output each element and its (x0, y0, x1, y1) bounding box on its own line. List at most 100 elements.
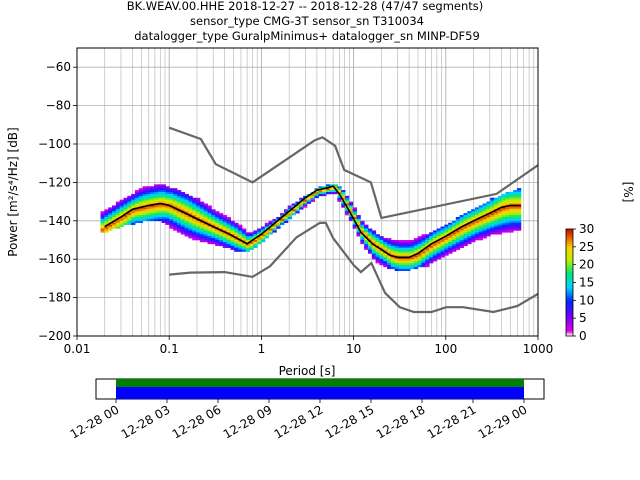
heatmap-cell (494, 222, 499, 225)
heatmap-cell (222, 232, 228, 235)
heatmap-cell (253, 232, 258, 235)
heatmap-cell (486, 220, 491, 224)
heatmap-cell (455, 224, 461, 227)
heatmap-cell (383, 263, 388, 266)
heatmap-cell (417, 245, 422, 248)
heatmap-cell (455, 234, 461, 237)
heatmap-cell (516, 216, 522, 220)
heatmap-cell (173, 215, 178, 218)
heatmap-cell (421, 236, 426, 239)
heatmap-cell (455, 245, 461, 248)
heatmap-cell (138, 207, 144, 210)
heatmap-cell (486, 216, 491, 220)
heatmap-cell (134, 192, 140, 195)
heatmap-cell (184, 195, 189, 199)
heatmap-cell (463, 230, 468, 233)
heatmap-cell (180, 203, 186, 206)
heatmap-cell (180, 226, 186, 229)
heatmap-cell (104, 215, 109, 218)
heatmap-cell (150, 195, 155, 199)
heatmap-cell (501, 224, 506, 227)
heatmap-cell (260, 230, 266, 233)
heatmap-cell (509, 213, 514, 216)
heatmap-cell (276, 222, 281, 225)
heatmap-cell (154, 188, 159, 191)
heatmap-cell (150, 211, 155, 214)
heatmap-cell (146, 216, 151, 220)
heatmap-cell (127, 205, 132, 208)
heatmap-cell (425, 255, 430, 258)
heatmap-cell (471, 213, 476, 216)
heatmap-cell (463, 240, 468, 243)
heatmap-cell (111, 205, 117, 208)
heatmap-cell (432, 236, 438, 239)
heatmap-cell (295, 211, 300, 214)
heatmap-cell (375, 253, 380, 256)
heatmap-cell (188, 211, 193, 214)
colorbar-segment (566, 243, 573, 246)
heatmap-cell (509, 218, 514, 222)
heatmap-cell (199, 203, 205, 206)
heatmap-cell (169, 222, 174, 225)
heatmap-cell (390, 247, 396, 250)
heatmap-cell (241, 245, 247, 248)
heatmap-cell (482, 232, 487, 235)
heatmap-cell (505, 215, 510, 218)
heatmap-cell (463, 216, 468, 220)
heatmap-cell (203, 230, 208, 233)
heatmap-cell (398, 249, 403, 252)
heatmap-cell (157, 192, 163, 195)
colorbar-segment (566, 280, 573, 283)
heatmap-cell (157, 203, 163, 206)
heatmap-cell (134, 193, 140, 197)
heatmap-cell (505, 199, 510, 202)
heatmap-cell (138, 192, 144, 195)
heatmap-cell (134, 213, 140, 216)
heatmap-cell (467, 240, 472, 243)
heatmap-cell (134, 201, 140, 204)
heatmap-cell (222, 228, 228, 231)
heatmap-cell (138, 209, 144, 212)
heatmap-cell (471, 216, 476, 220)
heatmap-cell (348, 207, 354, 210)
heatmap-cell (486, 226, 491, 229)
heatmap-cell (440, 234, 445, 237)
heatmap-cell (127, 203, 132, 206)
heatmap-cell (169, 215, 174, 218)
heatmap-cell (402, 261, 407, 264)
heatmap-cell (100, 230, 105, 233)
heatmap-cell (383, 255, 388, 258)
heatmap-cell (337, 186, 342, 189)
heatmap-cell (509, 197, 514, 200)
heatmap-cell (379, 240, 384, 243)
heatmap-cell (169, 209, 174, 212)
heatmap-cell (513, 218, 518, 222)
heatmap-cell (218, 213, 224, 216)
heatmap-cell (318, 190, 323, 193)
heatmap-cell (211, 220, 216, 224)
colorbar-segment (566, 300, 573, 303)
heatmap-cell (501, 203, 506, 206)
heatmap-cell (513, 207, 518, 210)
heatmap-cell (383, 240, 388, 243)
heatmap-cell (218, 234, 224, 237)
heatmap-cell (486, 232, 491, 235)
heatmap-cell (100, 226, 105, 229)
heatmap-cell (516, 218, 522, 222)
colorbar-segment (566, 314, 573, 317)
heatmap-cell (211, 213, 216, 216)
heatmap-cell (421, 234, 426, 237)
heatmap-cell (253, 234, 258, 237)
heatmap-cell (108, 220, 113, 224)
heatmap-cell (444, 241, 449, 245)
heatmap-cell (421, 261, 426, 264)
heatmap-cell (497, 213, 503, 216)
heatmap-cell (234, 245, 239, 248)
heatmap-cell (516, 195, 522, 199)
heatmap-cell (432, 234, 438, 237)
heatmap-cell (501, 226, 506, 229)
heatmap-cell (394, 257, 400, 260)
heatmap-cell (222, 224, 228, 227)
heatmap-cell (180, 216, 186, 220)
heatmap-cell (429, 232, 434, 235)
